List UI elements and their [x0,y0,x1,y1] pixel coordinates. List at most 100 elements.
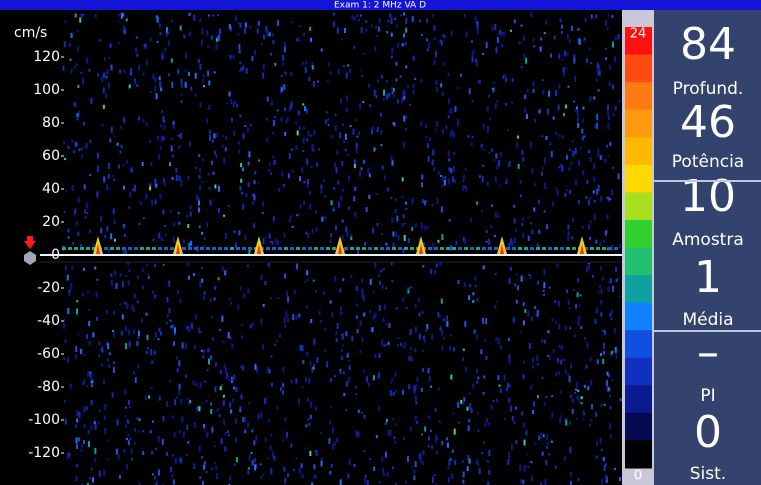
noise-pixel [537,310,539,315]
noise-pixel [260,463,262,465]
noise-pixel [185,343,187,349]
noise-pixel [490,225,492,228]
noise-pixel [436,80,438,85]
noise-pixel [228,434,230,436]
noise-pixel [82,14,84,16]
noise-pixel [575,148,577,154]
noise-pixel [236,104,238,107]
baseline-glow [614,247,618,250]
noise-pixel [433,60,435,65]
noise-pixel [92,383,94,386]
noise-pixel [123,224,125,227]
noise-pixel [422,265,424,267]
noise-pixel [577,390,579,392]
noise-pixel [434,270,436,274]
noise-pixel [607,372,609,376]
noise-pixel [188,72,190,76]
noise-pixel [360,15,362,17]
noise-pixel [172,154,174,157]
noise-pixel [509,161,511,163]
noise-pixel [161,237,163,241]
noise-pixel [108,83,110,89]
noise-pixel [530,385,532,390]
noise-pixel [425,124,427,128]
noise-pixel [210,356,212,360]
noise-pixel [486,356,488,360]
scale-step [625,358,652,386]
noise-pixel [335,114,337,116]
noise-pixel [534,183,536,186]
noise-pixel [221,384,223,386]
noise-pixel [76,300,78,302]
panel-label: Potência [672,152,744,172]
noise-pixel [207,46,209,48]
baseline-glow [230,247,234,250]
noise-pixel [270,468,272,474]
noise-pixel [211,315,213,318]
noise-pixel [500,152,502,156]
noise-pixel [178,390,180,395]
noise-pixel [323,291,325,295]
noise-pixel [346,107,348,112]
noise-pixel [222,341,224,343]
noise-pixel [405,481,407,484]
baseline-glow [278,247,282,250]
noise-pixel [605,57,607,60]
noise-pixel [430,430,432,432]
noise-pixel [386,419,388,422]
noise-pixel [373,315,375,320]
noise-pixel [134,428,136,432]
noise-pixel [586,58,588,63]
noise-pixel [328,438,330,444]
noise-pixel [99,410,101,413]
noise-pixel [420,121,422,126]
noise-pixel [88,371,90,375]
noise-pixel [64,400,66,403]
noise-pixel [212,15,214,17]
noise-pixel [124,415,126,417]
noise-pixel [343,393,345,396]
noise-pixel [283,184,285,186]
title: Exam 1: 2 MHz VA D [334,1,426,11]
noise-pixel [405,28,407,33]
noise-pixel [204,427,206,431]
noise-pixel [313,367,315,370]
noise-pixel [365,475,367,478]
noise-pixel [395,210,397,213]
noise-pixel [450,132,452,138]
noise-pixel [588,224,590,230]
noise-pixel [588,199,590,205]
noise-pixel [357,329,359,333]
noise-pixel [289,153,291,159]
noise-pixel [151,387,153,389]
noise-pixel [313,364,315,366]
noise-pixel [582,170,584,175]
scale-step [625,303,652,331]
noise-pixel [493,82,495,84]
baseline-glow [272,247,276,250]
noise-pixel [607,111,609,114]
noise-pixel [276,406,278,409]
doppler-screen: Exam 1: 2 MHz VA D cm/s 120100806040200-… [0,0,761,485]
noise-pixel [431,204,433,207]
noise-pixel [267,97,269,102]
noise-pixel [358,131,360,135]
noise-pixel [201,39,203,45]
noise-pixel [462,461,464,463]
baseline-glow [350,247,354,250]
noise-pixel [181,100,183,103]
noise-pixel [441,346,443,351]
noise-pixel [97,166,99,172]
noise-pixel [365,20,367,23]
noise-pixel [177,69,179,74]
noise-pixel [405,18,407,24]
noise-pixel [530,222,532,224]
noise-pixel [509,358,511,364]
baseline-glow [200,247,204,250]
noise-pixel [429,137,431,141]
baseline-glow [212,247,216,250]
noise-pixel [279,334,281,338]
noise-pixel [395,79,397,82]
noise-pixel [395,390,397,393]
noise-pixel [524,465,526,467]
